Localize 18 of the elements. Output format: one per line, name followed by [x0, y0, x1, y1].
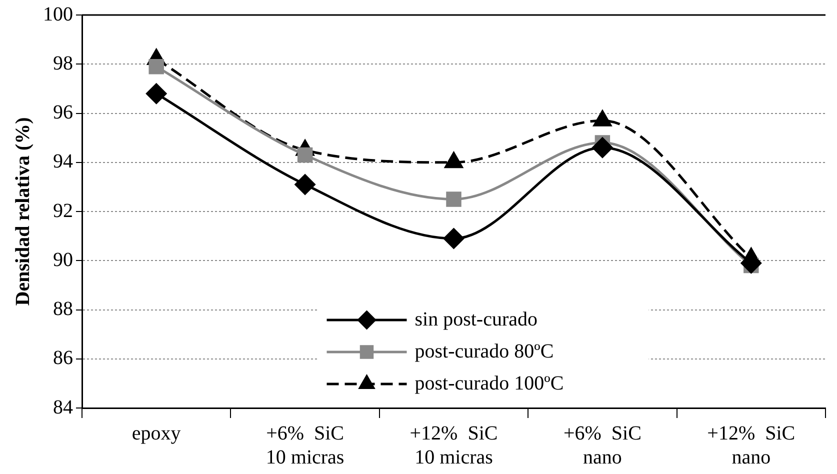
x-tick-label: +12% SiC 10 micras	[410, 422, 498, 468]
y-tick-label: 84	[53, 396, 73, 418]
y-tick-label: 88	[53, 298, 73, 320]
y-tick-label: 92	[53, 200, 73, 222]
x-tick-label: +6% SiC nano	[563, 422, 642, 468]
x-tick-label: +12% SiC nano	[707, 422, 796, 468]
y-tick-label: 98	[53, 52, 73, 74]
legend-label: sin post-curado	[414, 308, 538, 330]
y-tick-label: 96	[53, 102, 73, 124]
y-axis-title: Densidad relativa (%)	[12, 117, 34, 306]
x-tick-label: +6% SiC 10 micras	[266, 422, 344, 468]
legend-label: post-curado 80ºC	[414, 340, 554, 362]
legend-label: post-curado 100ºC	[414, 372, 564, 394]
x-tick-label: epoxy	[132, 422, 181, 444]
y-tick-label: 90	[53, 248, 73, 271]
y-tick-label: 100	[43, 3, 73, 26]
y-tick-label: 86	[53, 347, 73, 370]
y-tick-label: 94	[53, 150, 73, 173]
